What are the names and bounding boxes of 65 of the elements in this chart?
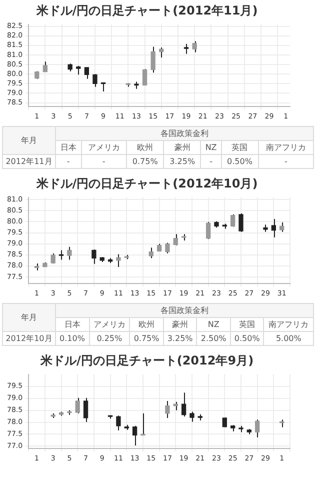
text: 各国政策金利 xyxy=(56,126,314,140)
candlestick xyxy=(230,214,236,228)
candlestick xyxy=(67,246,72,260)
category-label: 南アフリカ xyxy=(264,318,314,332)
candlestick xyxy=(173,234,178,246)
text: 0.50% xyxy=(227,157,252,166)
text: - xyxy=(284,157,288,166)
chart-title: 米ドル/円の日足チャート(2012年10月) xyxy=(35,176,258,190)
category-label: 欧州 xyxy=(130,318,164,332)
candlestick xyxy=(150,46,156,74)
candlestick xyxy=(190,411,194,422)
candlestick xyxy=(58,250,64,260)
category-label: アメリカ xyxy=(89,318,130,332)
candlestick xyxy=(84,66,90,80)
candlestick xyxy=(271,218,276,238)
chart-title: 米ドル/円の日足チャート(2012年11月) xyxy=(35,3,258,18)
text: - xyxy=(66,157,70,166)
category-label: 豪州 xyxy=(163,318,197,332)
category-label: 2012年11月 xyxy=(6,157,52,166)
text: - xyxy=(210,157,212,166)
category-label: 英国 xyxy=(230,318,264,332)
category-label: 南アフリカ xyxy=(258,140,314,154)
category-label: 豪州 xyxy=(164,140,201,154)
text: 3.25% xyxy=(167,334,193,343)
chart-title: 米ドル/円の日足チャート(2012年9月) xyxy=(39,353,254,368)
category-label: 英国 xyxy=(221,140,258,154)
category-label: 欧州 xyxy=(126,140,164,154)
candlestick xyxy=(165,242,170,254)
candlestick xyxy=(116,415,121,431)
candlestick xyxy=(92,249,96,264)
candlestick xyxy=(192,40,197,53)
text: 5.00% xyxy=(276,334,302,343)
candlestick xyxy=(140,412,146,436)
candlestick xyxy=(142,68,148,86)
category-label: 日本 xyxy=(56,140,82,154)
category-label: 2012年10月 xyxy=(6,334,52,343)
category-label: NZ xyxy=(196,318,230,332)
text: 各国政策金利 xyxy=(56,304,314,318)
candlestick xyxy=(83,397,88,423)
text: 2.50% xyxy=(200,334,226,343)
text: 年月 xyxy=(2,126,56,154)
text: 0.25% xyxy=(96,334,122,343)
candlestick xyxy=(165,400,170,418)
text: 0.75% xyxy=(132,157,158,166)
candlestick xyxy=(116,254,121,268)
text: 0.50% xyxy=(234,334,260,343)
text: 0.10% xyxy=(60,334,85,343)
candlestick xyxy=(254,419,260,438)
text: 3.25% xyxy=(170,157,196,166)
candlestick xyxy=(92,74,98,88)
text: - xyxy=(102,157,106,166)
category-label: アメリカ xyxy=(81,140,126,154)
candlestick xyxy=(159,47,164,58)
text: 年月 xyxy=(2,304,56,332)
candlestick xyxy=(238,212,244,232)
category-label: 日本 xyxy=(56,318,90,332)
candlestick xyxy=(148,247,154,259)
text: 0.75% xyxy=(134,334,160,343)
candlestick xyxy=(181,392,186,418)
candlestick xyxy=(75,397,80,414)
candlestick xyxy=(132,425,138,446)
candlestick xyxy=(206,221,211,240)
category-label: NZ xyxy=(200,140,222,154)
candlestick xyxy=(50,252,56,264)
candlestick xyxy=(184,43,189,54)
